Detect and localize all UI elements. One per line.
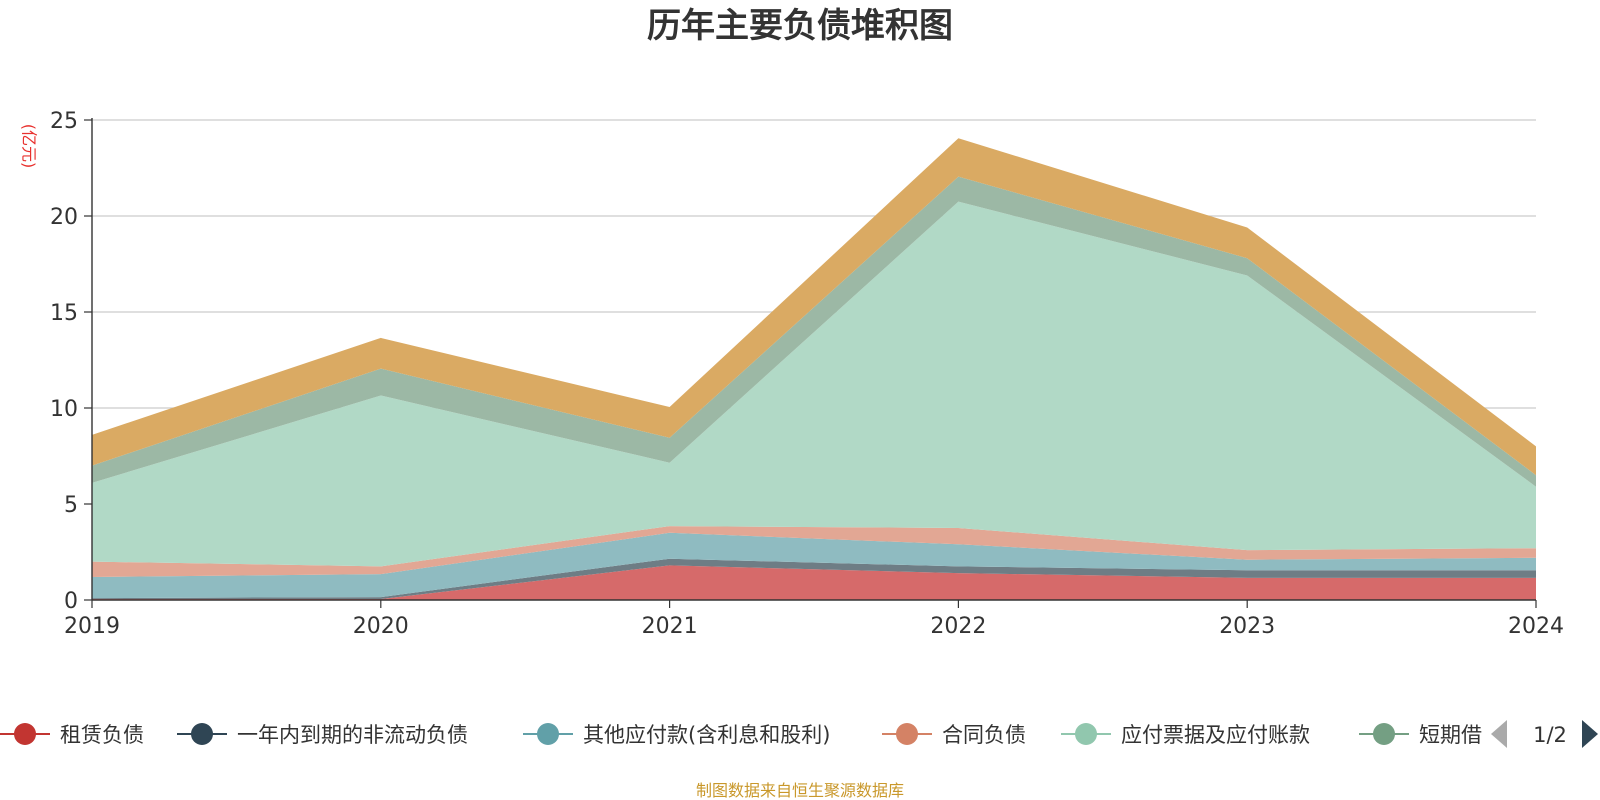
y-axis-unit: (亿元): [20, 124, 39, 169]
axis-layer: 0 5 10 15 20 25 2019 2020 2021 2022 2023 2024: [50, 109, 1564, 639]
legend-marker: [896, 723, 918, 745]
chart-title: 历年主要负债堆积图: [647, 6, 953, 46]
area-series-6[interactable]: [92, 176, 1536, 487]
area-series-5[interactable]: [92, 201, 1536, 567]
legend-item[interactable]: 短期借款: [1359, 723, 1503, 747]
legend-label: 应付票据及应付账款: [1121, 723, 1310, 747]
legend-item[interactable]: 合同负债: [882, 723, 1026, 747]
area-series-3[interactable]: [92, 532, 1536, 599]
legend: 租赁负债 一年内到期的非流动负债 其他应付款(含利息和股利) 合同负债 应付票据及应付账…: [0, 720, 1598, 748]
legend-next-icon[interactable]: [1582, 720, 1598, 748]
legend-label: 合同负债: [942, 723, 1026, 747]
legend-label: 租赁负债: [60, 723, 144, 747]
area-series-1[interactable]: [92, 565, 1536, 600]
legend-label: 一年内到期的非流动负债: [237, 723, 468, 747]
x-tick-label: 2020: [353, 614, 409, 639]
legend-items: 租赁负债 一年内到期的非流动负债 其他应付款(含利息和股利) 合同负债 应付票据及应付账…: [0, 723, 1503, 747]
y-tick-label: 5: [64, 493, 78, 518]
legend-marker: [537, 723, 559, 745]
legend-marker: [191, 723, 213, 745]
y-tick-label: 10: [50, 397, 78, 422]
legend-item[interactable]: 一年内到期的非流动负债: [177, 723, 468, 747]
legend-marker: [1373, 723, 1395, 745]
area-layer: [92, 138, 1536, 600]
x-tick-label: 2022: [930, 614, 986, 639]
y-tick-label: 15: [50, 301, 78, 326]
x-tick-label: 2019: [64, 614, 120, 639]
legend-marker: [1075, 723, 1097, 745]
y-tick-label: 0: [64, 589, 78, 614]
x-tick-label: 2021: [642, 614, 698, 639]
area-series-7[interactable]: [92, 138, 1536, 476]
legend-item[interactable]: 租赁负债: [0, 723, 144, 747]
source-note: 制图数据来自恒生聚源数据库: [696, 781, 904, 800]
legend-label: 其他应付款(含利息和股利): [583, 723, 830, 747]
x-tick-label: 2023: [1219, 614, 1275, 639]
legend-label: 短期借款: [1419, 723, 1503, 747]
x-tick-label: 2024: [1508, 614, 1564, 639]
legend-prev-icon[interactable]: [1491, 720, 1507, 748]
area-series-4[interactable]: [92, 526, 1536, 577]
legend-marker: [14, 723, 36, 745]
y-tick-label: 20: [50, 205, 78, 230]
legend-item[interactable]: 其他应付款(含利息和股利): [523, 723, 830, 747]
y-tick-label: 25: [50, 109, 78, 134]
legend-item[interactable]: 应付票据及应付账款: [1061, 723, 1310, 747]
area-series-2[interactable]: [92, 558, 1536, 599]
legend-page-indicator: 1/2: [1533, 723, 1567, 747]
